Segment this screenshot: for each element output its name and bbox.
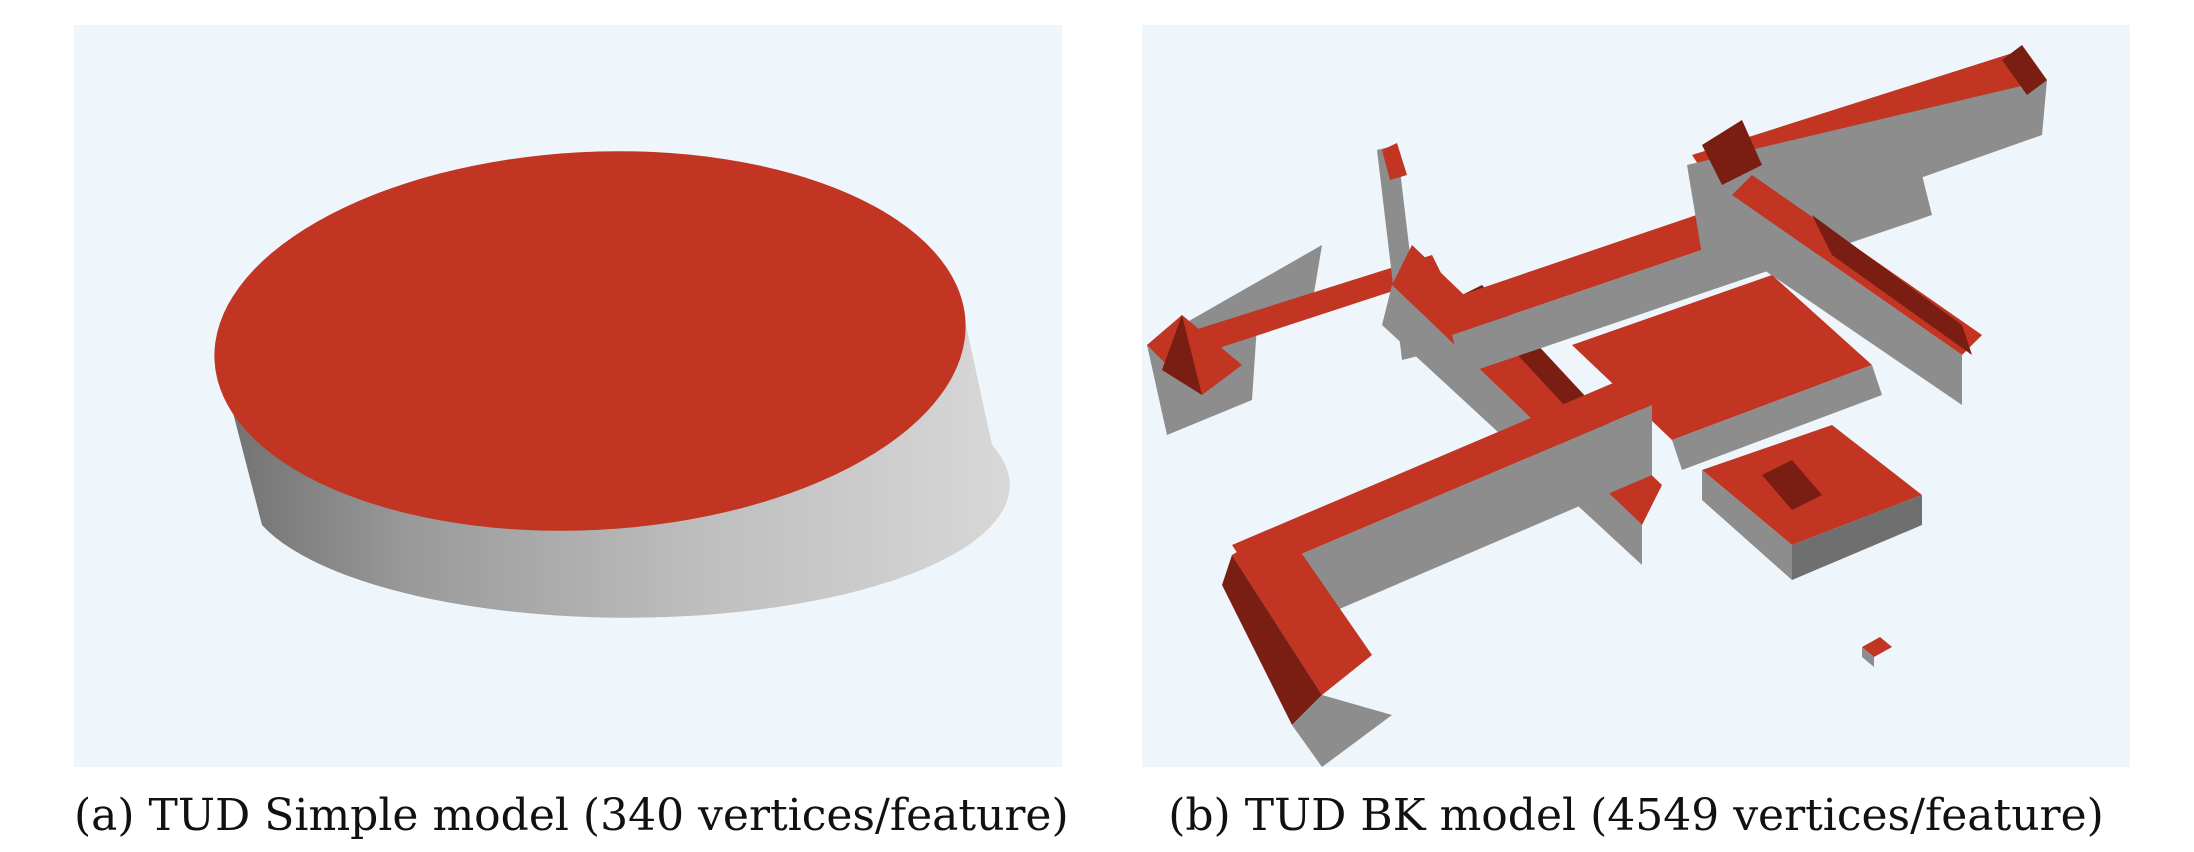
lower-gable-roof [1232,525,1372,695]
building-complex [1147,45,2047,767]
cylinder-roof [214,151,966,531]
lower-gable-wall [1292,695,1392,767]
bk-model-render [1142,25,2130,767]
left-gable-roof [1147,315,1242,395]
lower-wing-roof [1232,375,1652,575]
left-gable-shadow [1162,315,1202,395]
annex-detail [1762,460,1822,510]
lower-gable-shadow [1222,555,1322,725]
simple-model-render [74,25,1062,767]
figure-caption-a: (a) TUD Simple model (340 vertices/featu… [74,790,1069,841]
figure-panel-simple-model [74,25,1062,767]
small-block-wall [1862,647,1874,667]
right-spine-shadow [1812,215,1972,355]
annex-wall [1702,470,1792,580]
figure-panel-bk-model [1142,25,2130,767]
left-wing-roof [1147,255,1442,365]
lower-wing-wall [1252,405,1652,625]
annex-side-wall [1792,495,1922,580]
figure-caption-b: (b) TUD BK model (4549 vertices/feature) [1168,790,2104,841]
right-spine-wall [1732,195,1962,405]
far-right-gable [2002,45,2047,95]
cylinder-model [214,151,1010,618]
upper-right-gable [1702,120,1762,185]
small-block-roof [1862,637,1892,657]
courtyard-wall [1672,365,1882,470]
tower-roof [1382,143,1407,180]
